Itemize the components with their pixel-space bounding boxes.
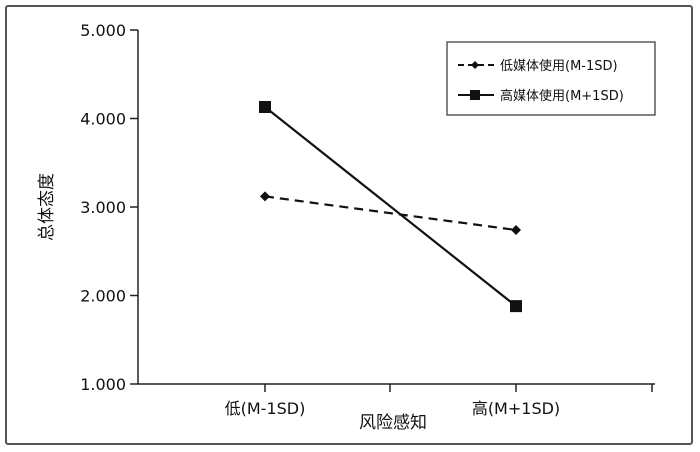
legend-box — [446, 41, 656, 116]
x-tick-label: 低(M-1SD) — [225, 399, 306, 418]
legend-label: 低媒体使用(M-1SD) — [500, 58, 618, 74]
x-axis-title: 风险感知 — [359, 413, 427, 433]
y-tick-label: 4.000 — [80, 110, 126, 129]
y-tick-label: 2.000 — [80, 287, 126, 306]
y-tick-label: 3.000 — [80, 198, 126, 217]
series-point-square — [510, 300, 522, 313]
legend-marker-diamond — [471, 61, 479, 69]
series-line-1 — [264, 195, 517, 232]
y-tick-label: 1.000 — [80, 375, 126, 394]
series-line-2 — [264, 106, 517, 307]
y-axis-title: 总体态度 — [37, 173, 57, 241]
chart-frame — [5, 5, 693, 445]
series-point-diamond — [511, 225, 521, 236]
series-point-diamond — [260, 191, 270, 202]
y-tick-label: 5.000 — [80, 21, 126, 40]
legend-marker-square — [470, 90, 480, 100]
x-tick-label: 高(M+1SD) — [472, 399, 560, 418]
legend: 低媒体使用(M-1SD) 高媒体使用(M+1SD) — [446, 41, 656, 116]
series-point-square — [259, 100, 271, 113]
legend-label: 高媒体使用(M+1SD) — [500, 88, 624, 104]
